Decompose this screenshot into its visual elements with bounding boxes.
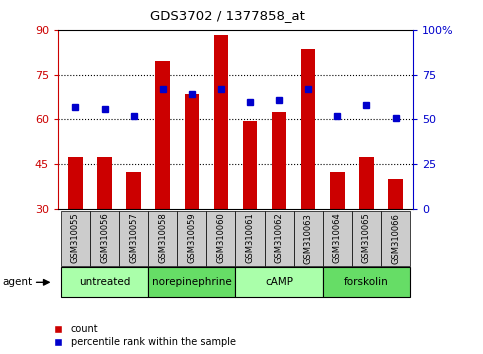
Text: forskolin: forskolin bbox=[344, 277, 389, 287]
Bar bbox=[90, 211, 119, 266]
Text: untreated: untreated bbox=[79, 277, 130, 287]
Bar bbox=[127, 172, 141, 209]
Bar bbox=[323, 267, 410, 297]
Bar bbox=[388, 179, 403, 209]
Bar bbox=[119, 211, 148, 266]
Bar bbox=[97, 157, 112, 209]
Bar bbox=[61, 211, 90, 266]
Bar bbox=[301, 50, 315, 209]
Text: norepinephrine: norepinephrine bbox=[152, 277, 232, 287]
Bar bbox=[236, 267, 323, 297]
Bar bbox=[177, 211, 206, 266]
Bar bbox=[148, 211, 177, 266]
Bar bbox=[148, 267, 236, 297]
Bar bbox=[243, 121, 257, 209]
Text: GSM310058: GSM310058 bbox=[158, 213, 167, 263]
Text: GSM310064: GSM310064 bbox=[333, 213, 342, 263]
Legend: count, percentile rank within the sample: count, percentile rank within the sample bbox=[48, 325, 236, 347]
Text: GSM310056: GSM310056 bbox=[100, 213, 109, 263]
Bar bbox=[156, 61, 170, 209]
Bar bbox=[294, 211, 323, 266]
Bar bbox=[61, 267, 148, 297]
Text: cAMP: cAMP bbox=[265, 277, 293, 287]
Text: GSM310055: GSM310055 bbox=[71, 213, 80, 263]
Bar bbox=[381, 211, 410, 266]
Bar bbox=[272, 112, 286, 209]
Bar bbox=[330, 172, 344, 209]
Text: GDS3702 / 1377858_at: GDS3702 / 1377858_at bbox=[150, 9, 304, 22]
Text: GSM310060: GSM310060 bbox=[216, 213, 226, 263]
Text: GSM310059: GSM310059 bbox=[187, 213, 196, 263]
Bar bbox=[265, 211, 294, 266]
Text: GSM310061: GSM310061 bbox=[245, 213, 255, 263]
Text: agent: agent bbox=[2, 277, 32, 287]
Bar bbox=[213, 35, 228, 209]
Bar bbox=[359, 157, 374, 209]
Bar bbox=[206, 211, 236, 266]
Bar bbox=[323, 211, 352, 266]
Text: GSM310062: GSM310062 bbox=[275, 213, 284, 263]
Text: GSM310063: GSM310063 bbox=[304, 213, 313, 263]
Text: GSM310057: GSM310057 bbox=[129, 213, 138, 263]
Bar bbox=[352, 211, 381, 266]
Text: GSM310065: GSM310065 bbox=[362, 213, 371, 263]
Text: GSM310066: GSM310066 bbox=[391, 213, 400, 263]
Bar bbox=[185, 94, 199, 209]
Bar bbox=[236, 211, 265, 266]
Bar bbox=[68, 157, 83, 209]
